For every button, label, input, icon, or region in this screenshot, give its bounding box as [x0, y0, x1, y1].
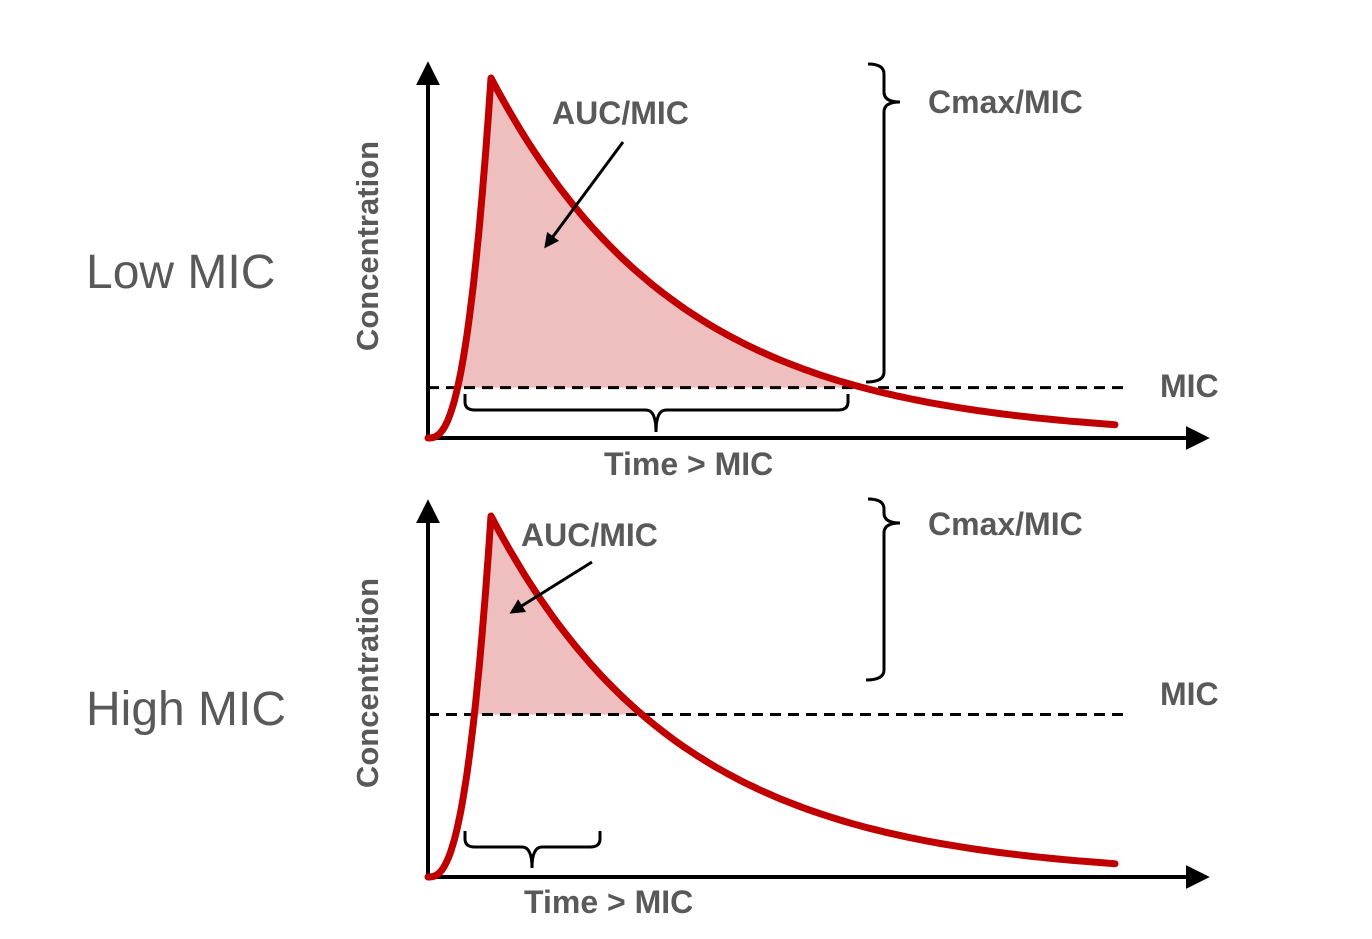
auc-label: AUC/MIC	[552, 95, 689, 131]
concentration-curve	[424, 74, 1119, 442]
y-axis-label: Concentration	[350, 141, 385, 351]
mic-label: MIC	[1160, 368, 1219, 404]
case-label: Low MIC	[86, 246, 275, 299]
panel-low-mic: Low MIC Concentration Cmax/MIC MIC Time …	[86, 61, 1219, 482]
cmax-label: Cmax/MIC	[928, 84, 1083, 120]
concentration-curve	[424, 512, 1119, 881]
auc-label: AUC/MIC	[521, 517, 658, 553]
time-above-mic-bracket	[463, 831, 602, 869]
cmax-bracket	[865, 497, 901, 682]
cmax-label: Cmax/MIC	[928, 506, 1083, 542]
time-above-mic-bracket	[463, 394, 850, 433]
mic-label: MIC	[1160, 676, 1219, 712]
auc-pointer-arrow	[544, 141, 625, 249]
case-label: High MIC	[86, 683, 286, 736]
cmax-bracket	[865, 62, 901, 384]
y-axis-label: Concentration	[350, 578, 385, 788]
panel-high-mic: High MIC Concentration Cmax/MIC MIC Time…	[86, 497, 1219, 920]
auc-pointer-arrow	[509, 560, 593, 614]
time-above-mic-label: Time > MIC	[524, 884, 693, 920]
time-above-mic-label: Time > MIC	[604, 446, 773, 482]
auc-shaded-area	[457, 78, 863, 388]
